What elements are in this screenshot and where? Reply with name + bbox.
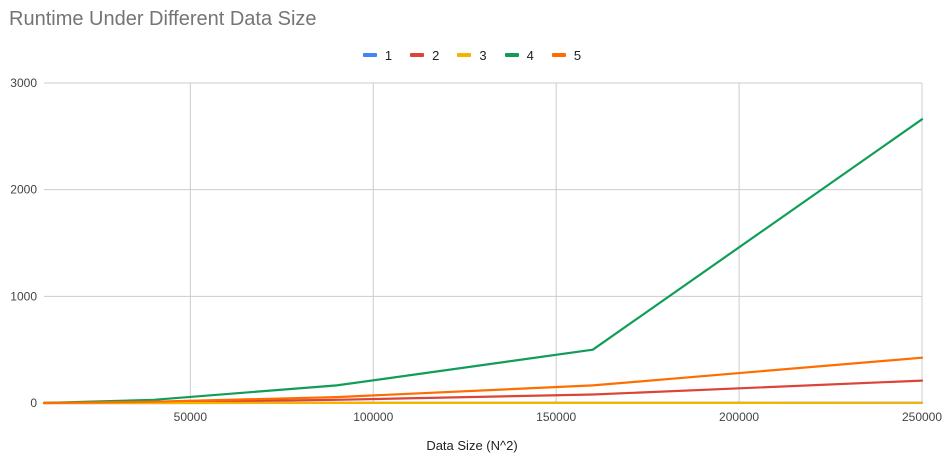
- y-tick-label-1000: 1000: [10, 289, 37, 303]
- legend-swatch-5: [551, 53, 566, 57]
- legend-swatch-2: [410, 53, 425, 57]
- legend-label-4: 4: [526, 47, 534, 63]
- legend-swatch-3: [457, 53, 472, 57]
- legend-item-4[interactable]: 4: [504, 47, 534, 63]
- legend-label-3: 3: [479, 47, 487, 63]
- x-tick-label-200000: 200000: [719, 410, 759, 424]
- y-tick-label-2000: 2000: [10, 183, 37, 197]
- legend-label-1: 1: [384, 47, 393, 63]
- legend-item-2[interactable]: 2: [410, 48, 439, 63]
- y-tick-label-3000: 3000: [10, 76, 37, 90]
- x-tick-label-100000: 100000: [353, 410, 393, 424]
- legend-swatch-1: [362, 53, 377, 57]
- legend-item-3[interactable]: 3: [457, 47, 487, 63]
- x-axis-label: Data Size (N^2): [426, 438, 518, 453]
- legend-swatch-4: [504, 53, 519, 57]
- series-line-4: [42, 118, 924, 405]
- legend-item-1[interactable]: 1: [362, 47, 393, 63]
- y-tick-label-0: 0: [30, 396, 37, 410]
- x-tick-label-250000: 250000: [902, 410, 942, 424]
- chart-title: Runtime Under Different Data Size: [9, 8, 317, 30]
- x-tick-label-50000: 50000: [174, 410, 208, 424]
- series-line-2: [42, 379, 924, 405]
- legend-item-5[interactable]: 5: [551, 47, 582, 63]
- legend-label-5: 5: [573, 47, 582, 63]
- x-tick-label-150000: 150000: [536, 410, 576, 424]
- series-line-5: [42, 356, 924, 405]
- legend: 1 2 3 4 5: [0, 45, 944, 65]
- legend-label-2: 2: [432, 47, 440, 63]
